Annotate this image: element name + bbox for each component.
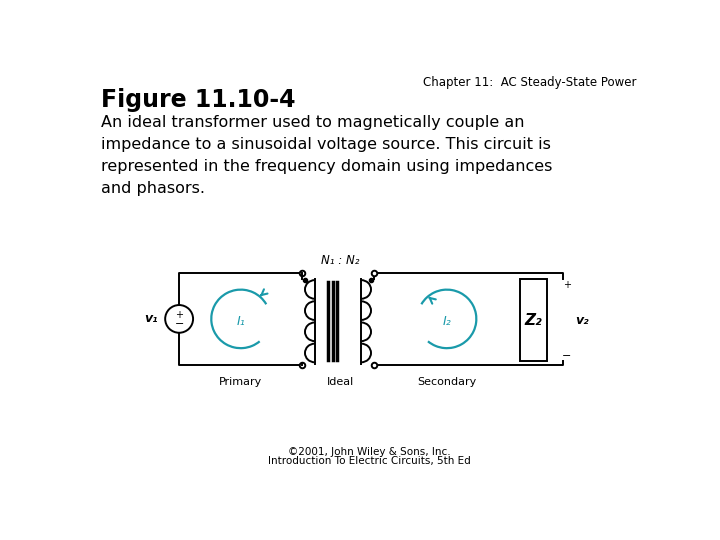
Text: Primary: Primary (219, 377, 262, 387)
Bar (520, 279, 547, 361)
Text: +: + (562, 280, 571, 290)
Text: I₁: I₁ (236, 315, 245, 328)
Text: v₁: v₁ (144, 313, 158, 326)
Text: I₂: I₂ (443, 315, 451, 328)
Text: −: − (174, 319, 184, 328)
Text: +: + (175, 310, 183, 320)
Text: Chapter 11:  AC Steady-State Power: Chapter 11: AC Steady-State Power (423, 76, 636, 89)
Text: Ideal: Ideal (327, 377, 354, 387)
Text: v₂: v₂ (575, 314, 589, 327)
Text: Introduction To Electric Circuits, 5th Ed: Introduction To Electric Circuits, 5th E… (268, 456, 470, 466)
Text: Figure 11.10-4: Figure 11.10-4 (101, 88, 295, 112)
Text: N₁ : N₂: N₁ : N₂ (321, 254, 359, 267)
Text: −: − (562, 351, 571, 361)
Text: An ideal transformer used to magnetically couple an
impedance to a sinusoidal vo: An ideal transformer used to magneticall… (101, 115, 552, 197)
Text: ©2001, John Wiley & Sons, Inc.: ©2001, John Wiley & Sons, Inc. (288, 447, 450, 457)
Text: Secondary: Secondary (418, 377, 477, 387)
Text: Z₂: Z₂ (525, 313, 542, 328)
